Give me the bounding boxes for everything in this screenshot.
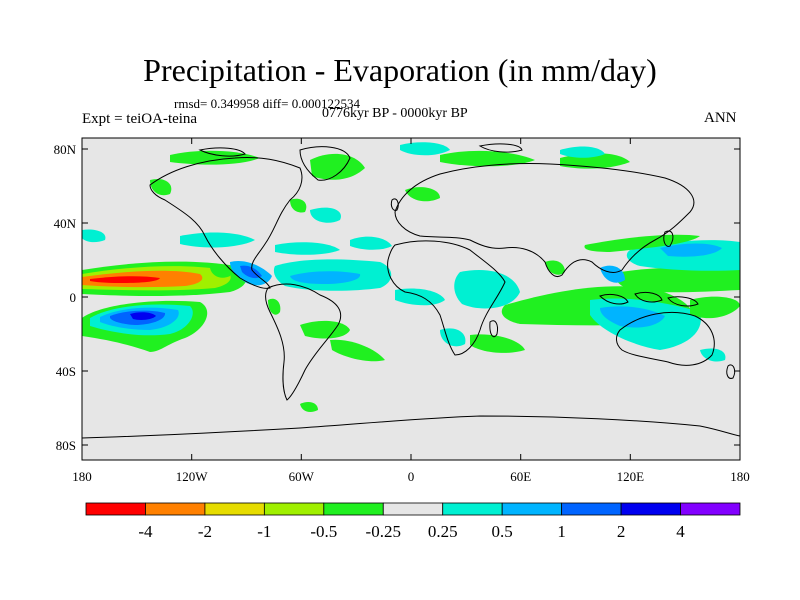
colorbar-label: 4 (676, 522, 685, 541)
colorbar-swatch (561, 502, 622, 516)
lat-tick-label: 40N (54, 216, 77, 231)
natl-cyan (275, 242, 340, 255)
wpac-blue (660, 243, 722, 257)
southern-green (300, 402, 318, 412)
period-label: 0776kyr BP - 0000kyr BP (322, 106, 468, 121)
nw-australia-green (690, 296, 740, 319)
mexico-green (210, 265, 231, 278)
maritime-blue (600, 306, 665, 328)
colorbar-label: -2 (198, 522, 212, 541)
npac-cyan-1 (180, 232, 255, 248)
npac-cyan-2 (82, 229, 106, 243)
asia-green-band (584, 234, 700, 252)
europe-green (405, 187, 440, 202)
natl-cyan-2 (310, 207, 341, 223)
colorbar-label: -0.25 (366, 522, 401, 541)
colorbar-label: 0.25 (428, 522, 458, 541)
arctic-green-3 (440, 150, 535, 167)
arctic-cyan-1 (400, 142, 450, 156)
canada-green (150, 178, 172, 196)
season-label: ANN (704, 110, 737, 126)
colorbar-swatch (501, 502, 563, 516)
lon-tick-label: 180 (730, 469, 750, 484)
colorbar-swatch (263, 502, 325, 516)
colorbar-label: -4 (138, 522, 153, 541)
lon-tick-label: 120W (176, 469, 209, 484)
colorbar-swatch (85, 502, 146, 516)
brazil-green (330, 339, 385, 362)
lat-tick-label: 40S (56, 364, 76, 379)
lat-tick-label: 80N (54, 142, 77, 157)
pacific-itcz-red (90, 276, 160, 283)
lat-tick-label: 0 (70, 290, 77, 305)
atlantic-itcz-blue (290, 271, 361, 284)
colorbar-swatch (204, 502, 265, 516)
plot-title: Precipitation - Evaporation (in mm/day) (143, 52, 657, 88)
anomaly-field (82, 142, 740, 439)
colorbar-swatch (620, 502, 681, 516)
lon-tick-label: 60E (510, 469, 531, 484)
southern-cyan (700, 348, 726, 362)
lat-tick-label: 80S (56, 438, 76, 453)
colorbar: -4 -2 -1 -0.5 -0.25 0.25 0.5 1 2 4 (85, 502, 741, 541)
lon-tick-label: 120E (617, 469, 645, 484)
arctic-green-1 (170, 150, 260, 165)
lon-tick-label: 60W (289, 469, 315, 484)
natl-green (290, 198, 307, 213)
latitude-axis: 80N 40N 0 40S 80S (54, 142, 740, 453)
lon-tick-label: 180 (72, 469, 92, 484)
southern-africa-cyan (440, 328, 466, 347)
colorbar-label: 2 (617, 522, 626, 541)
arctic-green-2 (310, 153, 365, 180)
colorbar-swatch (442, 502, 503, 516)
colorbar-label: 0.5 (492, 522, 513, 541)
colorbar-label: -1 (257, 522, 271, 541)
lon-tick-label: 0 (408, 469, 415, 484)
longitude-axis: 180 120W 60W 0 60E 120E 180 (72, 138, 750, 484)
colorbar-swatch (680, 502, 741, 516)
colorbar-swatch (145, 502, 206, 516)
spcz-darkblue (130, 312, 156, 320)
colorbar-swatch (382, 502, 444, 516)
colorbar-label: 1 (557, 522, 566, 541)
madagascar-green (470, 334, 525, 353)
europe-cyan (350, 236, 392, 250)
sea-blue (600, 265, 625, 283)
stats-text: rmsd= 0.349958 diff= 0.000122534 (174, 96, 360, 111)
arctic-cyan-2 (560, 146, 605, 158)
colorbar-label: -0.5 (310, 522, 337, 541)
sa-south-green (268, 298, 281, 315)
colorbar-swatch (323, 502, 384, 516)
coastlines (82, 143, 740, 439)
india-green (545, 260, 565, 275)
wpac-green (615, 267, 740, 293)
experiment-label: Expt = teiOA-teina (82, 111, 198, 127)
